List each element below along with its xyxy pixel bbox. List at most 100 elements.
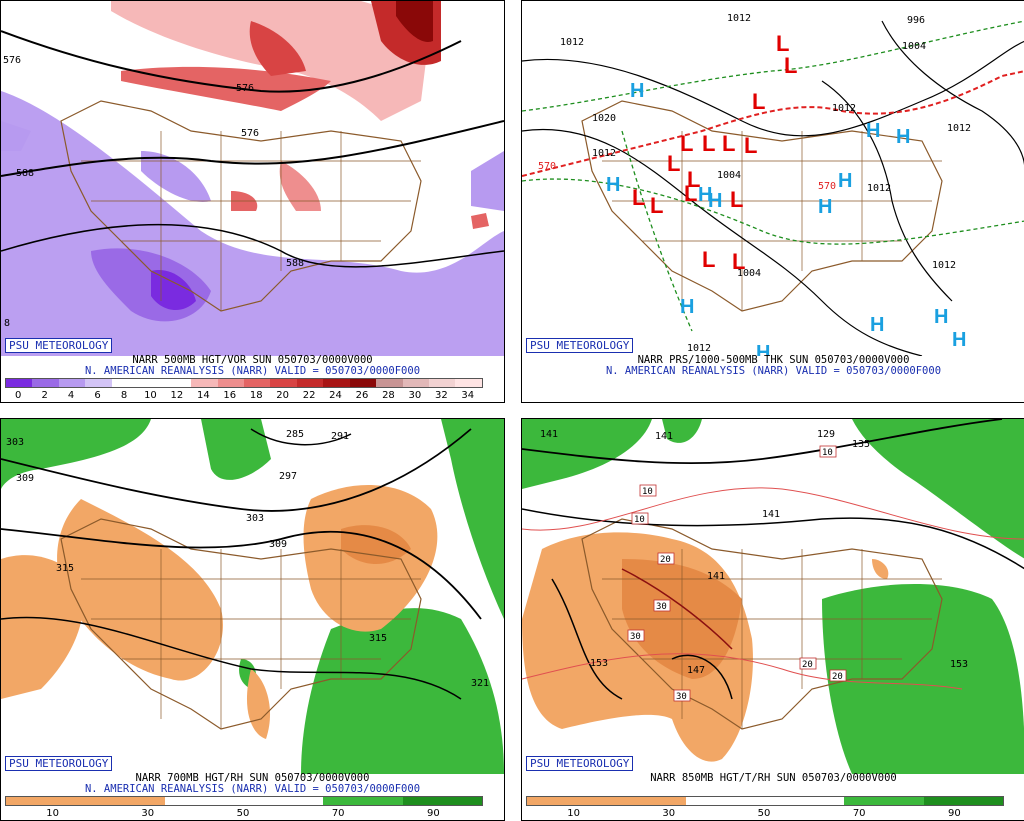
isobar-label: 1012 [687,343,711,354]
scale-tick-label: 28 [382,390,395,401]
scale-tick-label: 2 [41,390,48,401]
isobar-label: 996 [907,15,925,26]
scale-tick-label: 24 [329,390,342,401]
thickness-label: 570 [538,161,556,172]
rh-scale-labels: 10 30 50 70 90 [522,808,1024,820]
psu-meteorology-logo: PSU METEOROLOGY [526,756,634,771]
color-swatch [85,379,112,387]
scale-tick-label: 26 [355,390,369,401]
scale-tick-label: 18 [249,390,263,401]
high-pressure-marker: H [818,196,832,218]
svg-text:10: 10 [642,487,653,497]
scale-tick-label: 14 [196,390,210,401]
isobar-label: 1020 [592,113,616,124]
color-swatch [923,797,1003,805]
high-pressure-marker: H [680,296,694,318]
color-swatch [844,797,924,805]
svg-text:30: 30 [656,602,667,612]
height-label: 153 [590,658,608,669]
color-swatch [191,379,218,387]
height-label: 297 [279,471,297,482]
temperature-label: 20 [799,657,817,670]
scale-tick-label: 70 [331,808,345,819]
low-pressure-marker: L [732,249,745,274]
vorticity-map: 576 588 576 588 8 576 [1,1,504,356]
panel-valid-time: N. AMERICAN REANALYSIS (NARR) VALID = 05… [605,365,942,377]
contour-label: 8 [4,318,10,329]
scale-tick-label: 4 [67,390,75,401]
high-pressure-marker: H [838,170,852,192]
panel-title: NARR PRS/1000-500MB THK SUN 050703/0000V… [637,354,910,366]
color-swatch [111,379,139,387]
height-label: 309 [16,473,34,484]
low-pressure-marker: L [702,247,715,272]
scale-tick-label: 10 [144,390,157,401]
color-swatch [527,797,607,805]
scale-tick-label: 70 [852,808,866,819]
panel-title: NARR 700MB HGT/RH SUN 050703/0000V000 [135,772,370,784]
high-pressure-marker: H [698,184,712,206]
thickness-label: 570 [818,181,836,192]
height-label: 141 [762,509,780,520]
high-pressure-marker: H [606,174,620,196]
svg-text:30: 30 [676,692,687,702]
low-pressure-marker: L [730,187,743,212]
high-pressure-marker: H [756,342,770,356]
color-swatch [429,379,456,387]
svg-text:20: 20 [660,555,671,565]
color-swatch [402,797,482,805]
svg-text:20: 20 [832,672,843,682]
panel-valid-time: N. AMERICAN REANALYSIS (NARR) VALID = 05… [84,783,421,795]
rh-color-scale [5,796,483,806]
isobar-label: 1012 [947,123,971,134]
color-swatch [164,797,244,805]
isobar-label: 1012 [592,148,616,159]
low-pressure-marker: L [744,133,757,158]
color-swatch [270,379,297,387]
temperature-label: 30 [673,689,691,702]
scale-tick-label: 12 [170,390,184,401]
color-swatch [296,379,324,387]
isobar-label: 1004 [737,268,761,279]
scale-tick-label: 10 [567,808,580,819]
high-pressure-marker: H [896,126,910,148]
psu-meteorology-logo: PSU METEOROLOGY [5,338,113,353]
color-swatch [685,797,765,805]
temperature-label: 30 [627,629,645,642]
height-label: 141 [655,431,673,442]
temperature-label: 10 [639,484,657,497]
contour-label: 576 [3,55,21,66]
low-pressure-marker: L [702,131,715,156]
height-label: 291 [331,431,349,442]
low-pressure-marker: L [752,89,765,114]
low-pressure-marker: L [776,31,789,56]
scale-tick-label: 6 [94,390,101,401]
scale-tick-label: 34 [461,390,475,401]
scale-tick-label: 22 [302,390,316,401]
height-label: 153 [950,659,968,670]
contour-label: 576 [236,83,254,94]
height-label: 147 [687,665,705,676]
color-swatch [243,379,271,387]
color-swatch [243,797,324,805]
height-label: 285 [286,429,304,440]
low-pressure-marker: L [667,151,680,176]
scale-tick-label: 50 [236,808,250,819]
isobar-label: 1004 [717,170,741,181]
height-label: 315 [369,633,387,644]
height-label: 315 [56,563,74,574]
low-pressure-marker: L [784,53,797,78]
scale-tick-label: 8 [120,390,128,401]
rh-scale-labels: 10 30 50 70 90 [1,808,504,820]
height-label: 303 [6,437,24,448]
low-pressure-marker: L [687,167,700,192]
color-swatch [376,379,403,387]
scale-tick-label: 30 [141,808,155,819]
color-swatch [606,797,686,805]
contour-label: 588 [16,168,34,179]
isobar-label: 1012 [560,37,584,48]
high-pressure-marker: H [952,329,966,351]
scale-tick-label: 20 [276,390,290,401]
panel-500mb-vorticity: 576 588 576 588 8 576 PSU METEOROLOGY NA… [0,0,505,403]
